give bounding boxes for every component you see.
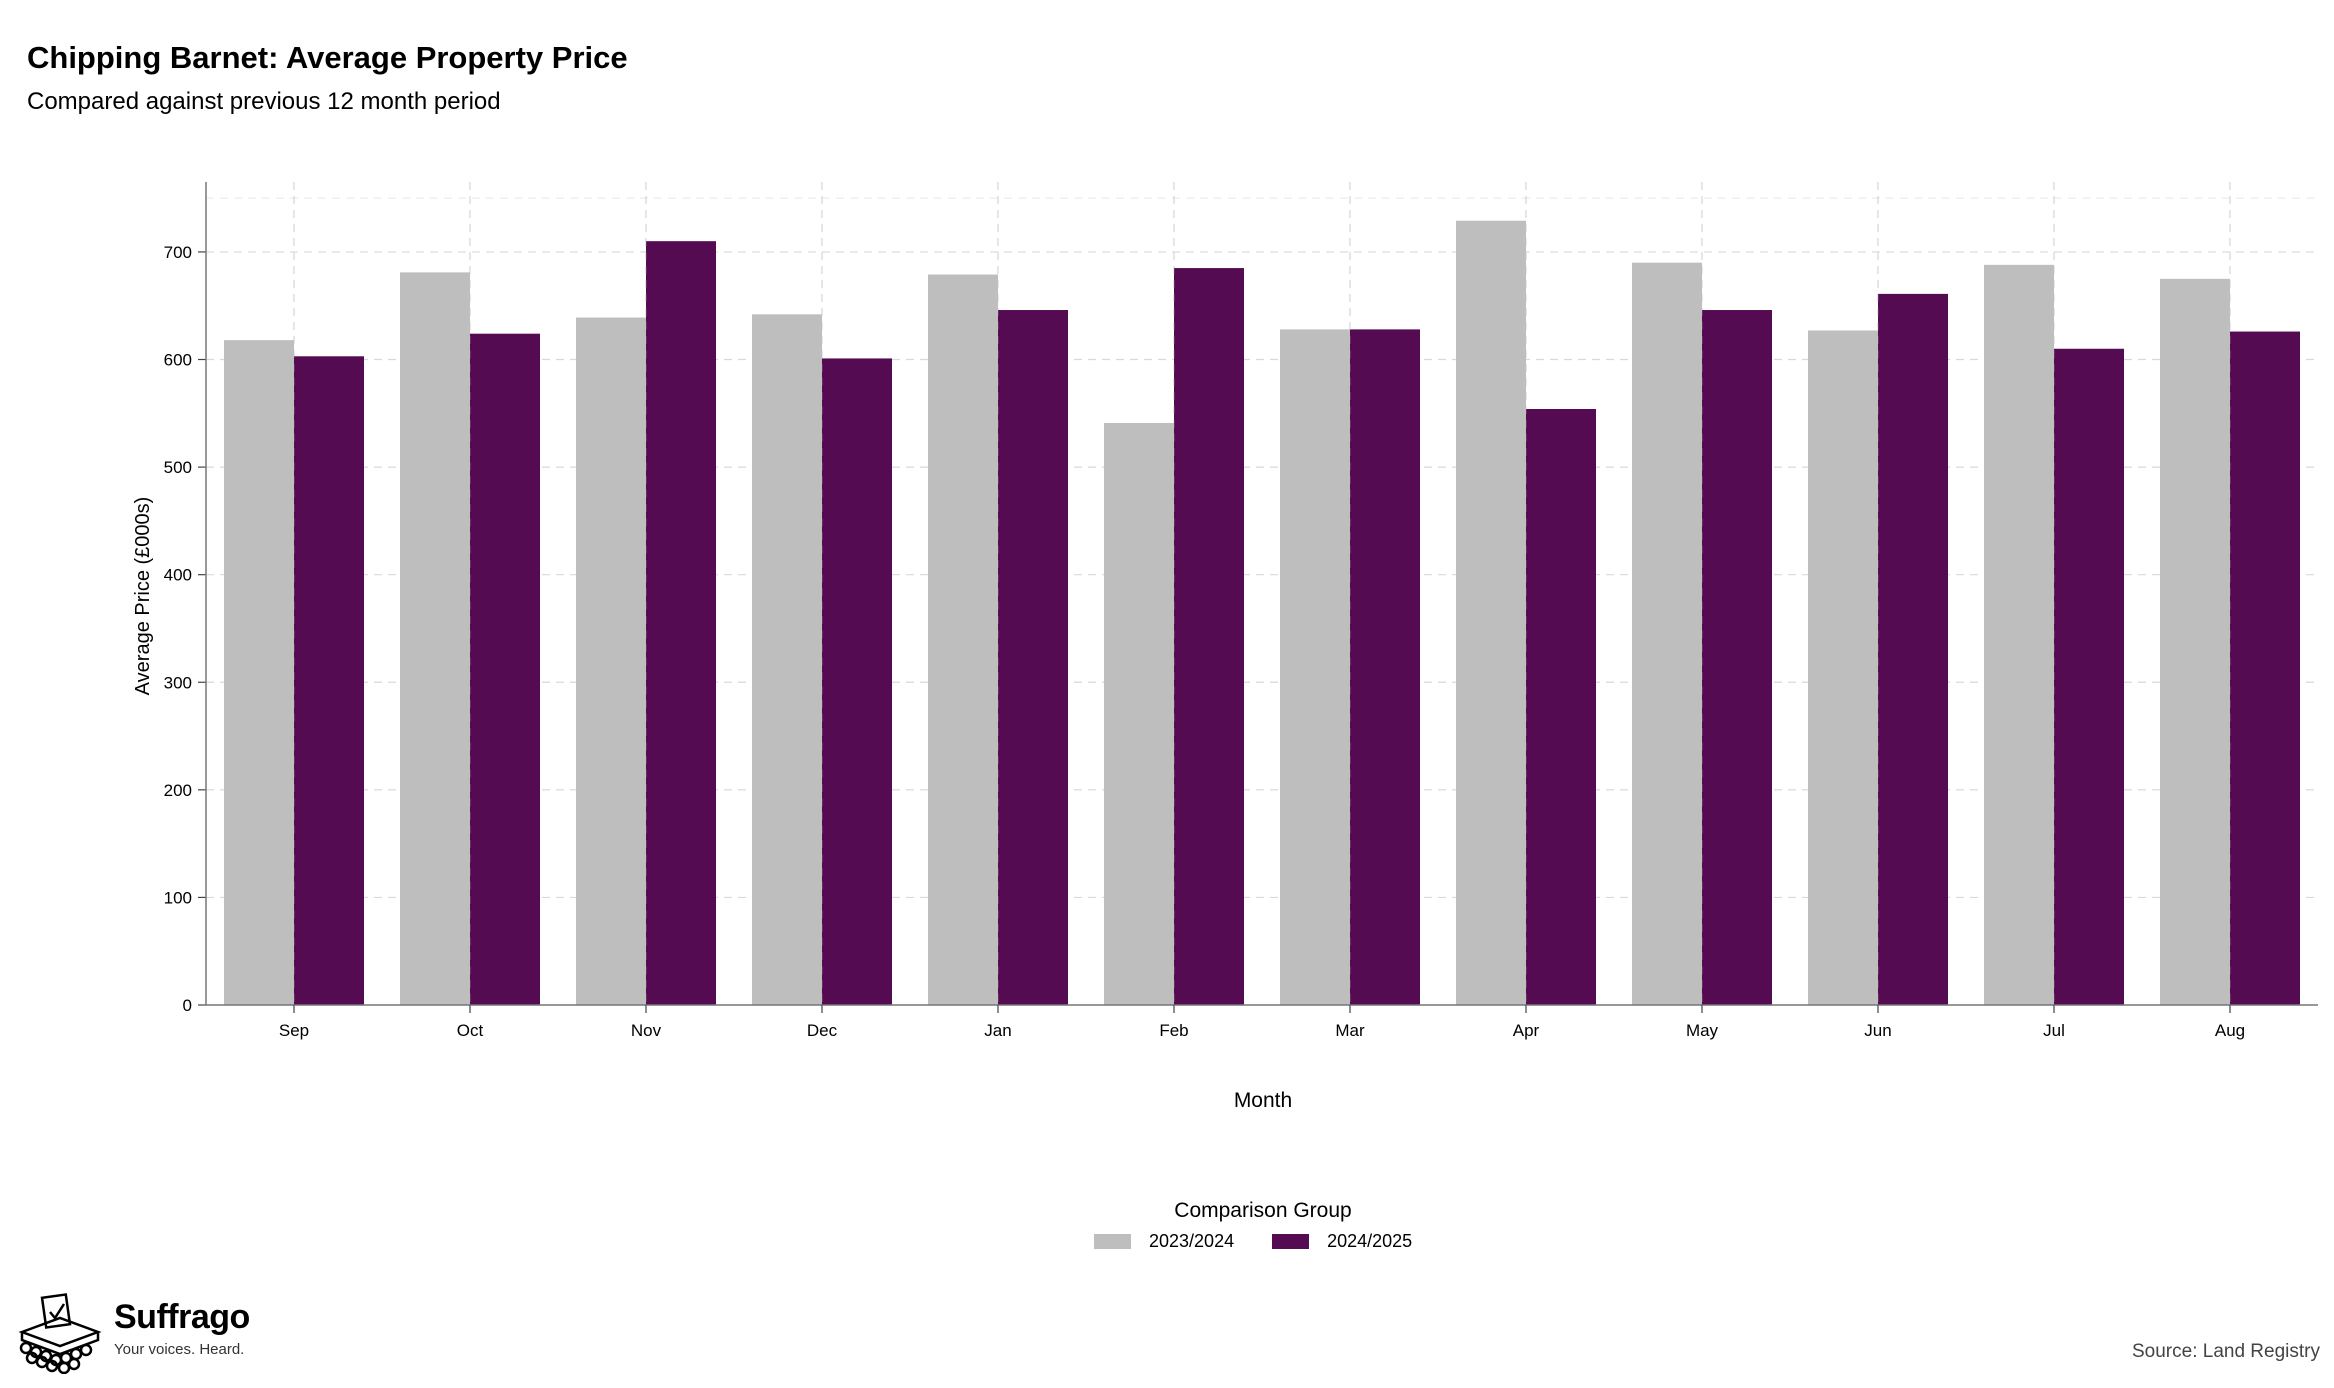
brand-tagline: Your voices. Heard. bbox=[114, 1341, 245, 1358]
x-tick-label: Nov bbox=[631, 1021, 662, 1040]
bar-feb-2023-2024 bbox=[1104, 422, 1174, 1005]
y-tick-label: 500 bbox=[164, 458, 192, 477]
chart-subtitle: Compared against previous 12 month perio… bbox=[27, 88, 501, 115]
bar-sep-2023-2024 bbox=[224, 340, 294, 1005]
x-tick-label: Jun bbox=[1864, 1021, 1891, 1040]
chart-title: Chipping Barnet: Average Property Price bbox=[27, 40, 628, 75]
x-tick-label: Jan bbox=[984, 1021, 1011, 1040]
suffrago-logo: Suffrago Your voices. Heard. bbox=[14, 1292, 250, 1374]
legend: 2023/2024 2024/2025 bbox=[1094, 1231, 1450, 1252]
bar-oct-2024-2025 bbox=[470, 333, 540, 1005]
y-tick-label: 200 bbox=[164, 781, 192, 800]
bars bbox=[224, 182, 2300, 1006]
y-axis-label: Average Price (£000s) bbox=[132, 497, 154, 696]
bar-aug-2023-2024 bbox=[2160, 278, 2230, 1006]
bar-jul-2024-2025 bbox=[2054, 348, 2124, 1005]
x-tick-label: Mar bbox=[1335, 1021, 1365, 1040]
x-tick-label: Aug bbox=[2215, 1021, 2245, 1040]
bar-jun-2024-2025 bbox=[1878, 293, 1948, 1005]
bar-aug-2024-2025 bbox=[2230, 331, 2300, 1005]
x-tick-label: Jul bbox=[2043, 1021, 2065, 1040]
bar-sep-2024-2025 bbox=[294, 356, 364, 1005]
bar-apr-2023-2024 bbox=[1456, 220, 1526, 1005]
x-tick-label: May bbox=[1686, 1021, 1719, 1040]
x-tick-label: Oct bbox=[457, 1021, 484, 1040]
bar-may-2024-2025 bbox=[1702, 310, 1772, 1005]
y-tick-label: 700 bbox=[164, 243, 192, 262]
bar-jun-2023-2024 bbox=[1808, 330, 1878, 1005]
bar-jan-2023-2024 bbox=[928, 274, 998, 1005]
bar-mar-2024-2025 bbox=[1350, 329, 1420, 1005]
y-tick-label: 600 bbox=[164, 351, 192, 370]
bar-jul-2023-2024 bbox=[1984, 264, 2054, 1006]
bar-jan-2024-2025 bbox=[998, 310, 1068, 1005]
bar-may-2023-2024 bbox=[1632, 262, 1702, 1005]
x-axis-label: Month bbox=[1234, 1089, 1292, 1112]
bar-feb-2024-2025 bbox=[1174, 268, 1244, 1005]
bar-apr-2024-2025 bbox=[1526, 408, 1596, 1005]
ballot-box-icon bbox=[18, 1293, 102, 1374]
bar-mar-2023-2024 bbox=[1280, 329, 1350, 1005]
legend-swatch bbox=[1094, 1234, 1131, 1249]
legend-label: 2023/2024 bbox=[1149, 1231, 1235, 1251]
y-tick-label: 400 bbox=[164, 566, 192, 585]
y-tick-label: 100 bbox=[164, 888, 192, 907]
y-tick-label: 0 bbox=[183, 996, 192, 1015]
x-tick-label: Feb bbox=[1159, 1021, 1188, 1040]
bar-chart: 0 100 200 300 400 500 600 700 Sep Oct Nov Dec Jan Feb… bbox=[132, 182, 2318, 1112]
source-note: Source: Land Registry bbox=[2132, 1341, 2320, 1362]
x-tick-label: Sep bbox=[279, 1021, 309, 1040]
y-tick-label: 300 bbox=[164, 673, 192, 692]
bar-dec-2023-2024 bbox=[752, 314, 822, 1005]
bar-dec-2024-2025 bbox=[822, 358, 892, 1006]
bar-oct-2023-2024 bbox=[400, 272, 470, 1005]
x-tick-label: Dec bbox=[807, 1021, 838, 1040]
legend-title: Comparison Group bbox=[1174, 1199, 1352, 1222]
x-tick-label: Apr bbox=[1513, 1021, 1540, 1040]
legend-label: 2024/2025 bbox=[1327, 1231, 1413, 1251]
legend-item-2024-2025: 2024/2025 bbox=[1272, 1231, 1412, 1252]
axes: 0 100 200 300 400 500 600 700 Sep Oct Nov Dec Jan Feb… bbox=[164, 182, 2318, 1040]
legend-swatch bbox=[1272, 1234, 1310, 1249]
bar-nov-2024-2025 bbox=[646, 241, 716, 1006]
bar-nov-2023-2024 bbox=[576, 317, 646, 1005]
legend-item-2023-2024: 2023/2024 bbox=[1094, 1231, 1234, 1252]
brand-name: Suffrago bbox=[114, 1298, 250, 1336]
